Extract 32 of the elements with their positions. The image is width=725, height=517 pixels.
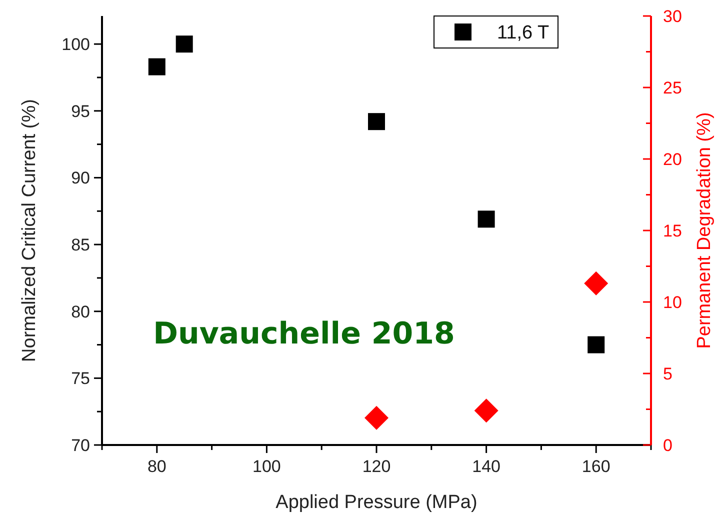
point bbox=[584, 271, 608, 296]
y-tick-label: 100 bbox=[62, 35, 90, 54]
legend-label: 11,6 T bbox=[497, 22, 550, 44]
point bbox=[364, 406, 388, 430]
y2-tick-label: 15 bbox=[663, 221, 682, 240]
y2-axis-title: Permanent Degradation (%) bbox=[694, 112, 715, 349]
x-tick-label: 100 bbox=[252, 457, 281, 476]
annotation: Duvauchelle 2018 bbox=[153, 316, 455, 352]
y2-tick-label: 5 bbox=[663, 364, 672, 384]
x-axis-title: Applied Pressure (MPa) bbox=[276, 492, 478, 513]
point bbox=[148, 58, 166, 76]
y-tick-label: 80 bbox=[71, 302, 90, 322]
x-tick-label: 160 bbox=[582, 457, 610, 476]
y-axis-title: Normalized Critical Current (%) bbox=[19, 99, 40, 362]
x-tick-label: 120 bbox=[362, 457, 391, 476]
point bbox=[478, 210, 495, 228]
y2-tick-label: 0 bbox=[663, 436, 672, 455]
point bbox=[368, 113, 385, 130]
point bbox=[474, 398, 498, 423]
point bbox=[588, 336, 605, 354]
y-tick-label: 85 bbox=[71, 235, 90, 254]
x-tick-label: 140 bbox=[472, 457, 500, 476]
y-tick-label: 95 bbox=[71, 102, 90, 121]
y2-tick-label: 25 bbox=[663, 78, 682, 98]
x-tick-label: 80 bbox=[147, 457, 166, 476]
y-tick-label: 90 bbox=[71, 168, 90, 188]
y2-tick-label: 30 bbox=[663, 6, 682, 26]
y-tick-label: 70 bbox=[71, 436, 90, 455]
y-tick-label: 75 bbox=[71, 369, 90, 388]
point bbox=[176, 36, 193, 53]
y2-tick-label: 10 bbox=[663, 292, 682, 312]
y2-tick-label: 20 bbox=[663, 150, 682, 169]
